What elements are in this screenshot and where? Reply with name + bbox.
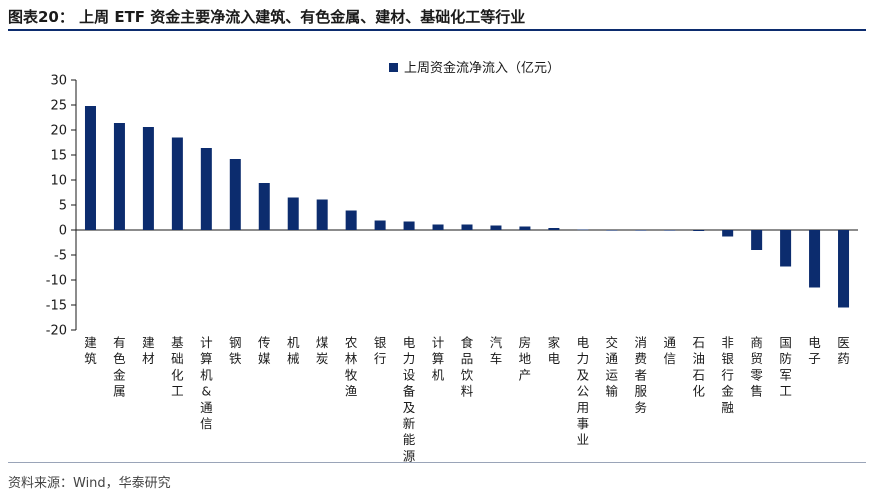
legend-label: 上周资金流净流入（亿元） bbox=[404, 60, 560, 76]
category-label: 机械 bbox=[287, 335, 300, 366]
category-label: 建材 bbox=[142, 335, 155, 366]
category-label: 计算机&通信 bbox=[200, 335, 213, 431]
category-label: 电力及公用事业 bbox=[577, 335, 590, 447]
y-tick-label: -15 bbox=[46, 299, 67, 314]
bar-18 bbox=[577, 229, 589, 231]
category-label: 消费者服务 bbox=[635, 335, 648, 415]
bar-6 bbox=[229, 159, 241, 230]
bar-23 bbox=[722, 230, 734, 237]
y-tick-label: 5 bbox=[59, 199, 67, 214]
bar-25 bbox=[780, 230, 792, 267]
category-label: 汽车 bbox=[490, 335, 503, 366]
bar-15 bbox=[490, 225, 502, 230]
bar-8 bbox=[287, 197, 299, 230]
category-label: 石油石化 bbox=[692, 335, 705, 399]
legend: 上周资金流净流入（亿元） bbox=[389, 60, 560, 76]
bar-26 bbox=[809, 230, 821, 288]
bar-17 bbox=[548, 228, 560, 230]
bar-3 bbox=[142, 127, 154, 230]
category-label: 医药 bbox=[837, 335, 850, 366]
category-label: 国防军工 bbox=[779, 335, 792, 399]
chart-title: 图表20： 上周 ETF 资金主要净流入建筑、有色金属、建材、基础化工等行业 bbox=[8, 8, 526, 26]
category-label: 商贸零售 bbox=[750, 335, 763, 399]
bars bbox=[84, 106, 850, 308]
bar-27 bbox=[838, 230, 850, 308]
category-label: 家电 bbox=[548, 335, 561, 366]
bar-9 bbox=[316, 199, 328, 230]
bar-24 bbox=[751, 230, 763, 250]
category-label: 食品饮料 bbox=[461, 335, 474, 399]
y-tick-label: -20 bbox=[46, 324, 67, 339]
bar-21 bbox=[664, 230, 676, 231]
category-label: 基础化工 bbox=[171, 335, 184, 399]
bar-19 bbox=[606, 230, 618, 231]
category-label: 煤炭 bbox=[316, 335, 329, 366]
category-label: 电子 bbox=[808, 335, 821, 366]
bar-7 bbox=[258, 183, 270, 230]
bar-14 bbox=[461, 224, 473, 230]
category-label: 钢铁 bbox=[229, 335, 242, 366]
category-label: 建筑 bbox=[84, 335, 97, 366]
title-divider bbox=[8, 29, 866, 31]
category-label: 传媒 bbox=[258, 335, 271, 366]
category-label: 银行 bbox=[374, 335, 387, 366]
bar-2 bbox=[113, 123, 125, 230]
legend-swatch bbox=[389, 63, 398, 72]
bar-5 bbox=[200, 148, 212, 230]
y-axis: 30 25 20 15 10 5 0 -5 -10 -15 -20 bbox=[46, 74, 858, 339]
category-label: 房地产 bbox=[519, 335, 532, 382]
y-tick-label: 20 bbox=[50, 124, 67, 139]
bar-20 bbox=[635, 230, 647, 231]
category-label: 计算机 bbox=[432, 335, 445, 382]
bar-4 bbox=[171, 137, 183, 230]
bar-13 bbox=[432, 224, 444, 230]
category-label: 交通运输 bbox=[606, 335, 619, 399]
y-tick-label: 10 bbox=[50, 174, 67, 189]
y-tick-label: 30 bbox=[50, 74, 67, 89]
bar-22 bbox=[693, 230, 705, 231]
category-label: 有色金属 bbox=[113, 335, 126, 399]
y-tick-label: -5 bbox=[54, 249, 67, 264]
category-label: 农林牧渔 bbox=[345, 335, 358, 399]
source-divider bbox=[8, 462, 866, 463]
category-label: 电力设备及新能源 bbox=[403, 335, 416, 463]
source-note: 资料来源：Wind，华泰研究 bbox=[8, 476, 171, 491]
category-label: 非银行金融 bbox=[721, 335, 734, 415]
bar-11 bbox=[374, 220, 386, 230]
bar-1 bbox=[84, 106, 96, 230]
y-tick-label: 15 bbox=[50, 149, 67, 164]
bar-16 bbox=[519, 226, 531, 230]
y-tick-label: 25 bbox=[50, 99, 67, 114]
y-tick-label: -10 bbox=[46, 274, 67, 289]
bar-10 bbox=[345, 210, 357, 230]
bar-12 bbox=[403, 221, 415, 230]
category-label: 通信 bbox=[663, 335, 676, 366]
y-tick-label: 0 bbox=[59, 224, 67, 239]
